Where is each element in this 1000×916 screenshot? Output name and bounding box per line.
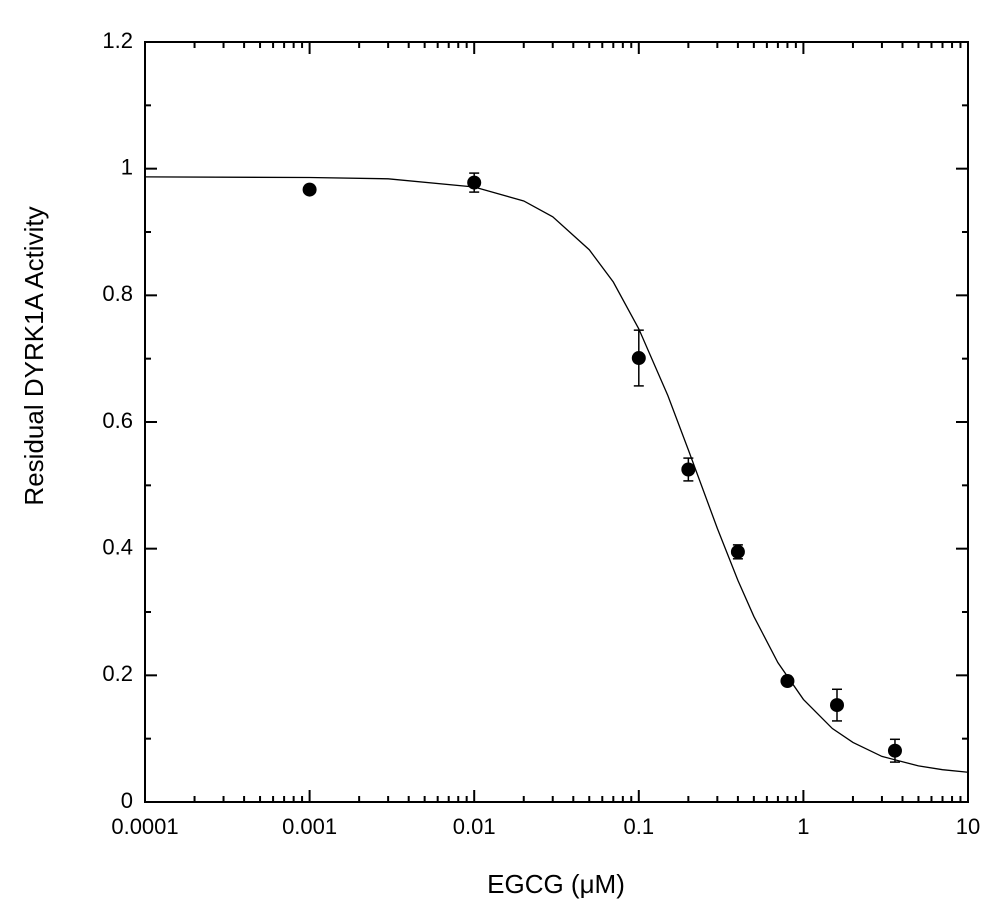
- data-point: [302, 182, 317, 197]
- y-tick-label: 0.2: [102, 661, 133, 686]
- y-axis-title: Residual DYRK1A Activity: [19, 206, 49, 505]
- data-point: [730, 544, 745, 559]
- y-tick-label: 1: [121, 154, 133, 179]
- x-axis-title: EGCG (μM): [487, 869, 625, 899]
- data-point: [681, 462, 696, 477]
- data-point: [829, 698, 844, 713]
- x-tick-label: 0.1: [624, 814, 655, 839]
- data-point: [631, 351, 646, 366]
- y-tick-label: 0.8: [102, 281, 133, 306]
- data-point: [467, 175, 482, 190]
- x-tick-label: 1: [797, 814, 809, 839]
- plot-frame: [144, 41, 969, 803]
- x-tick-label: 10: [956, 814, 980, 839]
- x-tick-label: 0.01: [453, 814, 496, 839]
- y-tick-label: 0: [121, 788, 133, 813]
- y-tick-label: 0.6: [102, 408, 133, 433]
- x-tick-label: 0.001: [282, 814, 337, 839]
- y-tick-label: 0.4: [102, 534, 133, 559]
- fit-curve: [144, 176, 969, 773]
- data-point: [887, 743, 902, 758]
- x-tick-label: 0.0001: [111, 814, 178, 839]
- y-tick-label: 1.2: [102, 28, 133, 53]
- data-point: [780, 674, 795, 689]
